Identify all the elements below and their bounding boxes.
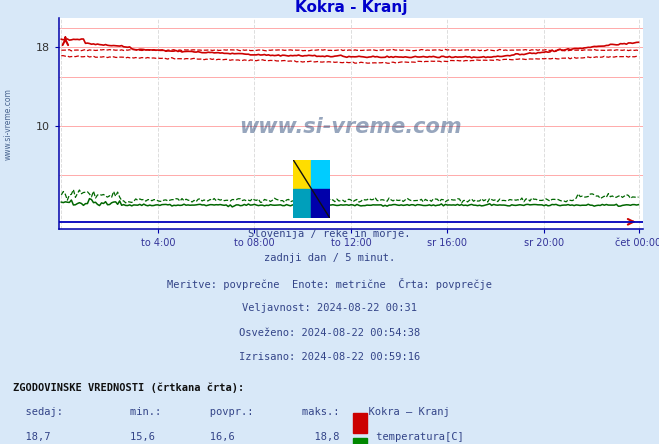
Title: Kokra - Kranj: Kokra - Kranj [295, 0, 407, 15]
Bar [312, 160, 330, 189]
Text: ZGODOVINSKE VREDNOSTI (črtkana črta):: ZGODOVINSKE VREDNOSTI (črtkana črta): [13, 382, 244, 392]
Text: povpr.:: povpr.: [191, 407, 254, 417]
Text: temperatura[C]: temperatura[C] [370, 432, 464, 442]
Text: 18,8: 18,8 [277, 432, 339, 442]
Text: sedaj:: sedaj: [13, 407, 63, 417]
Text: Izrisano: 2024-08-22 00:59:16: Izrisano: 2024-08-22 00:59:16 [239, 353, 420, 362]
Text: www.si-vreme.com: www.si-vreme.com [240, 117, 462, 138]
Bar [312, 189, 330, 218]
Text: min.:: min.: [105, 407, 161, 417]
Text: www.si-vreme.com: www.si-vreme.com [4, 88, 13, 160]
Text: maks.:: maks.: [277, 407, 339, 417]
Bar [353, 438, 367, 444]
Text: 16,6: 16,6 [191, 432, 235, 442]
Bar [293, 160, 312, 189]
Text: Veljavnost: 2024-08-22 00:31: Veljavnost: 2024-08-22 00:31 [242, 303, 417, 313]
Text: Osveženo: 2024-08-22 00:54:38: Osveženo: 2024-08-22 00:54:38 [239, 328, 420, 338]
Text: 18,7: 18,7 [13, 432, 51, 442]
Text: 15,6: 15,6 [105, 432, 156, 442]
Bar [293, 189, 312, 218]
Text: Kokra – Kranj: Kokra – Kranj [356, 407, 449, 417]
Text: Slovenija / reke in morje.: Slovenija / reke in morje. [248, 229, 411, 239]
Text: zadnji dan / 5 minut.: zadnji dan / 5 minut. [264, 254, 395, 263]
Bar [353, 413, 367, 433]
Text: Meritve: povprečne  Enote: metrične  Črta: povprečje: Meritve: povprečne Enote: metrične Črta:… [167, 278, 492, 290]
